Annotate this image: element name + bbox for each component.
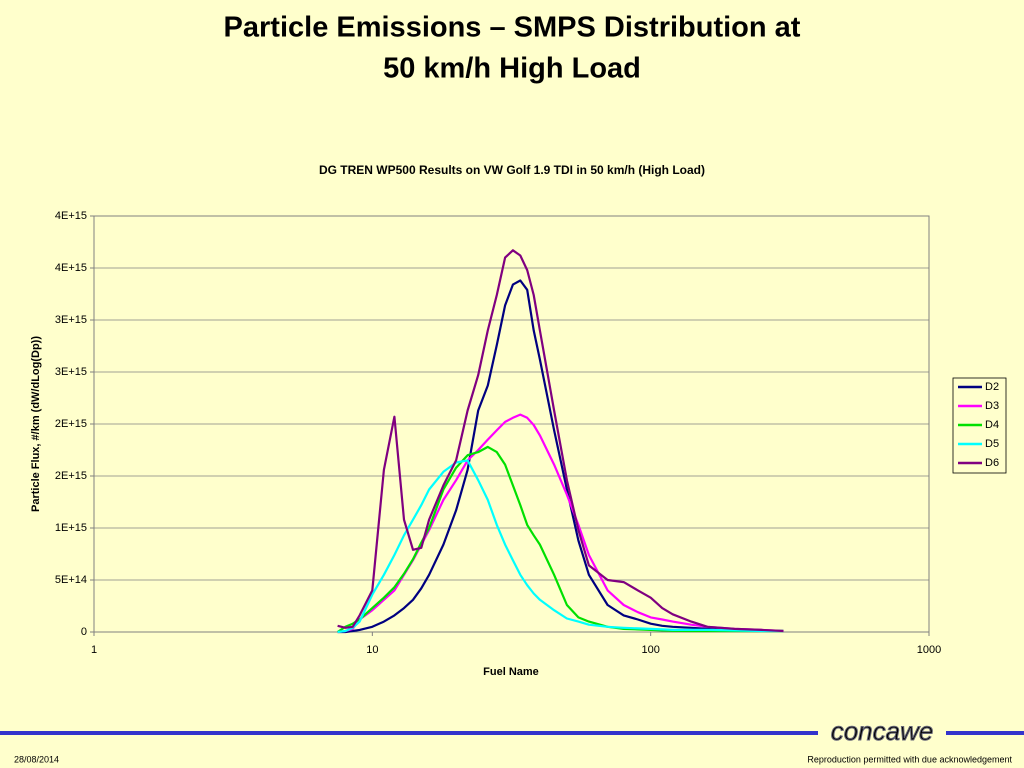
chart-title: DG TREN WP500 Results on VW Golf 1.9 TDI… xyxy=(319,163,705,177)
y-tick-label: 3E+15 xyxy=(55,314,87,326)
legend-label: D4 xyxy=(985,419,999,431)
y-tick-label: 2E+15 xyxy=(55,470,87,482)
y-tick-label: 3E+15 xyxy=(55,366,87,378)
footer-note: Reproduction permitted with due acknowle… xyxy=(807,754,1012,764)
series-line xyxy=(337,279,784,634)
series-line xyxy=(337,413,784,634)
y-axis-label: Particle Flux, #/km (dW/dLog(Dp)) xyxy=(30,336,42,512)
y-tick-label: 0 xyxy=(81,626,87,638)
x-axis-label: Fuel Name xyxy=(483,666,539,678)
series-line xyxy=(337,249,784,633)
x-tick-label: 1 xyxy=(91,644,97,656)
date: 28/08/2014 xyxy=(14,754,59,764)
y-tick-label: 1E+15 xyxy=(55,522,87,534)
logo: concawe xyxy=(831,716,934,746)
y-tick-label: 4E+15 xyxy=(55,210,87,222)
legend-label: D5 xyxy=(985,438,999,450)
y-tick-label: 5E+14 xyxy=(55,574,87,586)
legend-label: D3 xyxy=(985,400,999,412)
y-tick-label: 2E+15 xyxy=(55,418,87,430)
slide-title: Particle Emissions – SMPS Distribution a… xyxy=(224,12,801,44)
series-line xyxy=(337,459,784,634)
x-tick-label: 10 xyxy=(366,644,378,656)
legend-label: D6 xyxy=(985,457,999,469)
legend-label: D2 xyxy=(985,381,999,393)
x-tick-label: 100 xyxy=(641,644,659,656)
slide-title: 50 km/h High Load xyxy=(383,53,641,85)
logo-box xyxy=(818,720,946,744)
x-tick-label: 1000 xyxy=(917,644,941,656)
y-tick-label: 4E+15 xyxy=(55,262,87,274)
